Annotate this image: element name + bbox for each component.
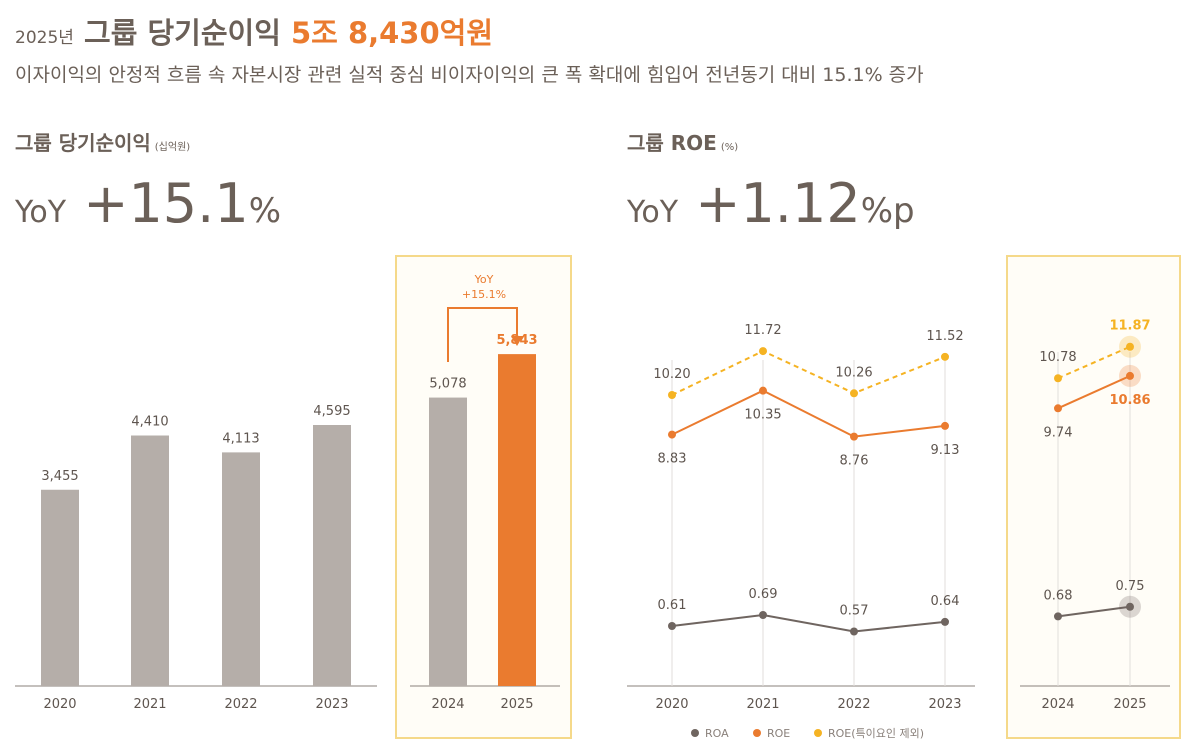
legend-dot [814, 729, 822, 737]
x-tick-label: 2023 [928, 697, 961, 712]
point-ROE [668, 430, 676, 439]
bar-2023 [313, 425, 351, 686]
bar-2024 [429, 397, 467, 686]
bar-label: 4,113 [222, 431, 259, 446]
point-label: 0.61 [658, 598, 687, 613]
point-label: 10.20 [653, 367, 690, 382]
point-ROA [668, 622, 676, 630]
line-ROA [671, 613, 946, 633]
point-label: 0.69 [749, 587, 778, 602]
point-ROE [759, 386, 767, 395]
x-tick-label: 2024 [1041, 697, 1074, 712]
legend-label: ROE [767, 727, 790, 740]
line-ROE [1057, 375, 1131, 410]
arrow-head [511, 336, 523, 346]
point-ROA [759, 611, 767, 619]
x-tick-label: 2022 [837, 697, 870, 712]
point-ROA [1054, 612, 1062, 621]
annotation: +15.1% [462, 288, 506, 301]
point-ROA [941, 617, 949, 626]
point-ROE(특이요인 제외) [668, 391, 676, 399]
annotation: YoY [474, 273, 494, 286]
legend-label: ROA [705, 727, 729, 740]
legend-label: ROE(특이요인 제외) [828, 727, 924, 740]
bar-2021 [131, 435, 169, 686]
point-label: 9.74 [1044, 425, 1073, 440]
point-label: 10.35 [744, 408, 781, 423]
bar-label: 3,455 [41, 469, 78, 484]
x-tick-label: 2025 [500, 697, 533, 712]
highlight-box-bar [395, 255, 572, 739]
point-label: 10.26 [835, 365, 872, 380]
point-ROE(특이요인 제외) [941, 352, 949, 361]
point-label: 8.83 [658, 452, 687, 467]
x-tick-label: 2023 [315, 697, 348, 712]
x-tick-label: 2020 [43, 697, 76, 712]
highlight-box-line [1006, 255, 1181, 739]
yoy-arrow [447, 307, 518, 362]
point-label: 8.76 [840, 454, 869, 469]
point-ROE(특이요인 제외) [1054, 374, 1062, 383]
roe-yoy: YoY +1.12%p [627, 172, 915, 235]
x-tick-label: 2021 [133, 697, 166, 712]
bar-label: 5,078 [429, 377, 466, 392]
point-ROA [850, 627, 858, 636]
point-ROE(특이요인 제외) [759, 347, 767, 356]
page-title: 2025년 그룹 당기순이익 5조 8,430억원 [15, 16, 494, 50]
point-label: 11.87 [1109, 319, 1150, 334]
line-ROE(특이요인 제외) [671, 349, 946, 396]
point-ROE(특이요인 제외) [1126, 342, 1134, 351]
legend-dot [753, 729, 761, 737]
point-label: 11.72 [744, 323, 781, 338]
point-label: 10.86 [1109, 393, 1150, 408]
bar-label: 4,410 [131, 415, 168, 430]
point-label: 11.52 [926, 329, 963, 344]
point-ROE [941, 421, 949, 430]
bar-2022 [222, 452, 260, 686]
line-ROE(특이요인 제외) [1057, 345, 1131, 380]
x-tick-label: 2020 [655, 697, 688, 712]
net-income-title: 그룹 당기순이익 (십억원) [15, 131, 191, 155]
net-income-yoy: YoY +15.1% [15, 172, 281, 235]
bar-2025 [498, 354, 536, 686]
bar-label: 4,595 [313, 404, 350, 419]
point-label: 10.78 [1039, 350, 1076, 365]
x-tick-label: 2021 [746, 697, 779, 712]
page-subtitle: 이자이익의 안정적 흐름 속 자본시장 관련 실적 중심 비이자이익의 큰 폭 … [15, 64, 924, 86]
point-label: 0.64 [931, 594, 960, 609]
point-ROE [850, 432, 858, 441]
line-ROA [1057, 605, 1131, 618]
line-ROE [671, 389, 946, 438]
x-tick-label: 2022 [224, 697, 257, 712]
x-tick-label: 2025 [1113, 697, 1146, 712]
roe-title: 그룹 ROE (%) [627, 131, 739, 155]
point-ROE [1126, 371, 1134, 380]
point-label: 0.68 [1044, 588, 1073, 603]
bar-2020 [41, 489, 79, 686]
point-ROE(특이요인 제외) [850, 389, 858, 398]
legend-dot [691, 729, 699, 737]
x-tick-label: 2024 [431, 697, 464, 712]
point-label: 9.13 [931, 443, 960, 458]
point-label: 0.75 [1116, 579, 1145, 594]
point-ROA [1126, 602, 1134, 611]
point-label: 0.57 [840, 604, 869, 619]
point-ROE [1054, 404, 1062, 413]
